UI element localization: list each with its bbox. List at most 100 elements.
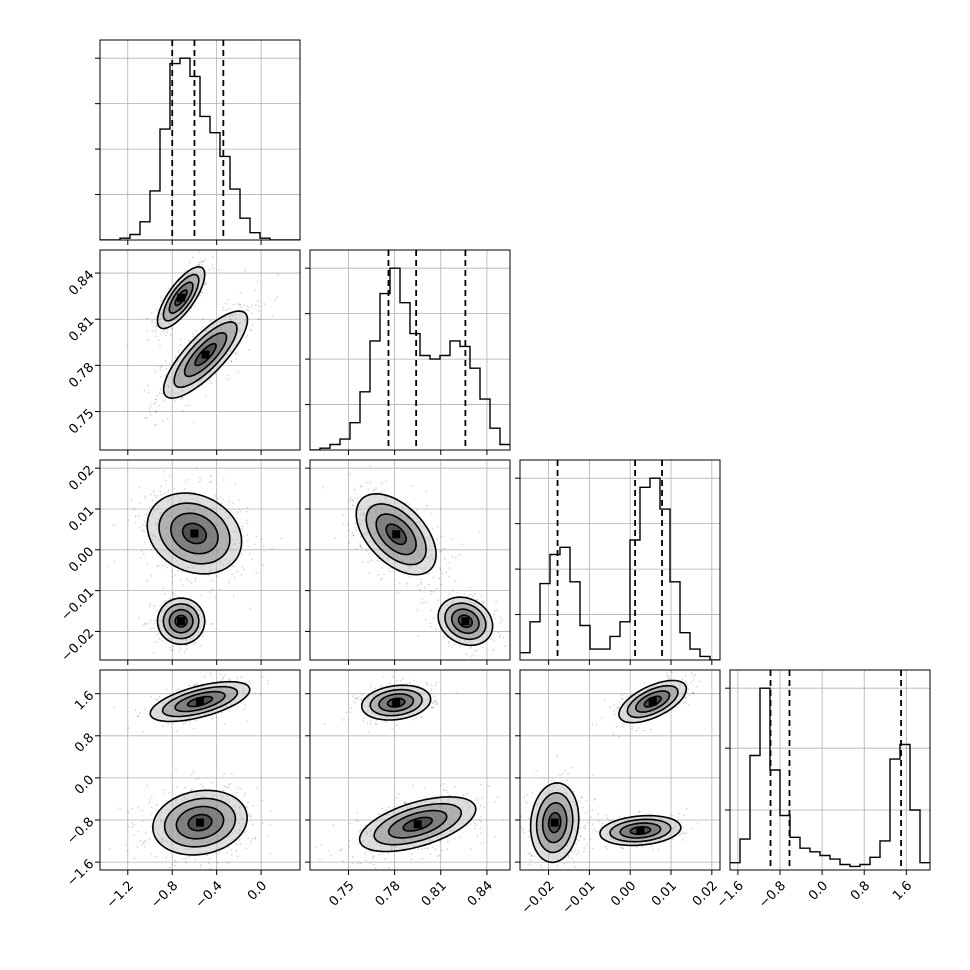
sample-point	[421, 602, 424, 604]
sample-point	[236, 570, 239, 573]
sample-point	[375, 719, 378, 721]
sample-point	[181, 396, 184, 398]
sample-point	[174, 574, 177, 576]
sample-point	[202, 260, 204, 263]
sample-point	[494, 617, 496, 620]
sample-point	[348, 542, 351, 544]
contour-line	[373, 802, 463, 846]
sample-point	[249, 607, 252, 610]
sample-point	[195, 641, 197, 644]
sample-point	[426, 684, 428, 686]
sample-point	[156, 565, 159, 568]
sample-point	[454, 785, 457, 788]
sample-point	[448, 593, 451, 595]
sample-point	[200, 863, 203, 866]
sample-point	[421, 598, 424, 601]
sample-point	[453, 838, 456, 841]
sample-point	[135, 873, 137, 875]
sample-point	[144, 831, 147, 834]
sample-point	[140, 549, 143, 552]
sample-point	[113, 706, 116, 708]
sample-point	[450, 646, 453, 648]
sample-point	[368, 572, 370, 574]
sample-point	[155, 324, 158, 327]
sample-point	[127, 826, 130, 828]
sample-point	[167, 722, 170, 725]
sample-point	[239, 304, 242, 307]
sample-point	[445, 571, 448, 573]
contour-line	[181, 522, 207, 545]
sample-point	[155, 316, 158, 319]
sample-point	[367, 731, 370, 734]
sample-point	[352, 534, 355, 537]
sample-point	[347, 523, 349, 526]
sample-point	[222, 789, 225, 792]
sample-point	[405, 584, 408, 587]
sample-point	[251, 323, 254, 326]
sample-point	[125, 344, 128, 347]
contour-line	[360, 684, 432, 721]
sample-point	[421, 715, 423, 718]
sample-point	[515, 791, 517, 793]
sample-point	[343, 719, 345, 721]
sample-point	[199, 261, 202, 264]
sample-point	[205, 620, 208, 623]
sample-point	[165, 689, 168, 691]
x-tick-label: 0.84	[465, 878, 496, 909]
density-peak	[392, 530, 401, 539]
sample-point	[209, 475, 212, 478]
sample-point	[238, 303, 241, 306]
sample-point	[495, 600, 498, 603]
sample-point	[374, 722, 377, 725]
contour-line	[437, 596, 494, 647]
sample-point	[396, 796, 398, 799]
sample-point	[472, 595, 475, 597]
sample-point	[274, 298, 277, 301]
sample-point	[199, 594, 202, 596]
panel-frame	[519, 459, 721, 661]
x-tick-label: −0.4	[193, 878, 226, 911]
y-tick-label: 0.01	[66, 504, 97, 535]
sample-point	[429, 844, 431, 846]
sample-point	[188, 310, 191, 313]
sample-point	[480, 820, 483, 823]
sample-point	[454, 557, 457, 559]
sample-point	[426, 681, 428, 684]
histogram-panel-0	[95, 39, 301, 245]
sample-point	[208, 862, 211, 864]
sample-point	[684, 675, 687, 677]
sample-point	[148, 407, 151, 410]
sample-point	[171, 581, 174, 584]
panel-frame	[99, 249, 301, 451]
sample-point	[222, 677, 224, 680]
contour-line	[146, 492, 243, 575]
density-peak	[177, 293, 186, 302]
sample-point	[236, 676, 239, 679]
sample-point	[353, 701, 356, 704]
sample-point	[147, 384, 149, 387]
sample-point	[218, 588, 221, 590]
sample-point	[356, 497, 359, 500]
sample-point	[498, 635, 501, 638]
sample-point	[143, 389, 146, 392]
sample-point	[269, 852, 272, 855]
sample-point	[439, 784, 442, 787]
sample-point	[476, 834, 479, 837]
sample-point	[271, 547, 273, 550]
sample-point	[161, 392, 164, 395]
sample-point	[612, 733, 615, 735]
sample-point	[643, 729, 646, 732]
sample-point	[276, 273, 279, 276]
sample-point	[187, 580, 190, 583]
sample-point	[181, 397, 184, 400]
sample-point	[154, 399, 157, 401]
sample-point	[195, 330, 197, 332]
sample-point	[243, 304, 245, 306]
sample-point	[158, 392, 161, 395]
sample-point	[453, 643, 456, 645]
sample-point	[426, 504, 429, 507]
sample-point	[236, 791, 238, 794]
sample-point	[420, 581, 423, 584]
sample-point	[200, 260, 203, 262]
sample-point	[168, 646, 171, 649]
